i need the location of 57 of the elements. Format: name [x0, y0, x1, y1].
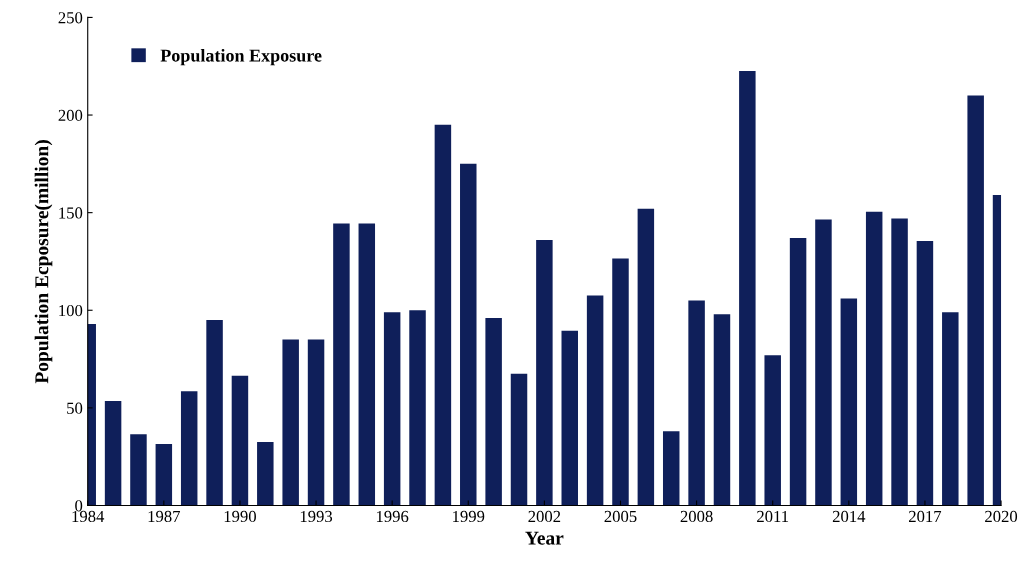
bar [865, 211, 883, 506]
bar [967, 95, 984, 506]
bar [434, 124, 452, 506]
bar [333, 223, 350, 506]
bar [789, 238, 807, 506]
x-tick-label: 2002 [528, 510, 561, 523]
bar [510, 373, 528, 506]
x-tick-label: 1999 [453, 510, 485, 523]
bar [916, 240, 934, 506]
x-tick-label: 2014 [832, 510, 866, 523]
bar [130, 434, 147, 506]
bar [739, 71, 756, 506]
legend-label: Population Exposure [160, 48, 322, 66]
x-tick-label: 1993 [300, 510, 333, 523]
bar [282, 339, 299, 506]
y-tick-label: 50 [67, 402, 83, 414]
bar [383, 312, 401, 506]
bar [713, 314, 731, 506]
y-tick-label: 250 [58, 12, 83, 24]
x-tick-label: 2020 [985, 510, 1018, 523]
y-tick-label: 200 [58, 109, 83, 121]
bar [257, 442, 274, 506]
bar [536, 239, 553, 506]
y-axis-title: Population Ecposure(million) [34, 140, 53, 384]
x-tick-label: 1990 [224, 510, 256, 523]
bar [358, 223, 376, 506]
x-tick-label: 2005 [604, 510, 637, 523]
bar [460, 163, 477, 506]
x-tick-label: 2008 [680, 510, 713, 523]
x-tick-label: 1996 [376, 510, 409, 523]
bar [409, 310, 426, 506]
bar [942, 312, 959, 506]
bar [561, 330, 578, 506]
y-tick-label: 150 [59, 207, 83, 219]
bar [231, 375, 249, 506]
y-tick-label: 100 [59, 304, 83, 317]
y-tick-label: 0 [75, 500, 83, 512]
bar [662, 431, 680, 506]
bar [307, 339, 325, 506]
bar [815, 219, 832, 506]
x-tick-label: 1987 [148, 510, 181, 523]
bar [891, 218, 908, 506]
bar [485, 318, 502, 506]
bar [764, 355, 781, 506]
x-tick-label: 2011 [757, 510, 789, 523]
bar [104, 401, 122, 506]
bar [612, 258, 629, 506]
bar [688, 300, 705, 506]
x-tick-label: 1984 [72, 510, 105, 523]
bar [637, 208, 655, 506]
bar [206, 320, 223, 506]
bar [155, 443, 173, 506]
x-tick-label: 2017 [909, 510, 942, 523]
bar [586, 295, 604, 506]
bar [180, 391, 198, 506]
x-axis-title: Year [525, 531, 564, 545]
bar [840, 298, 858, 506]
